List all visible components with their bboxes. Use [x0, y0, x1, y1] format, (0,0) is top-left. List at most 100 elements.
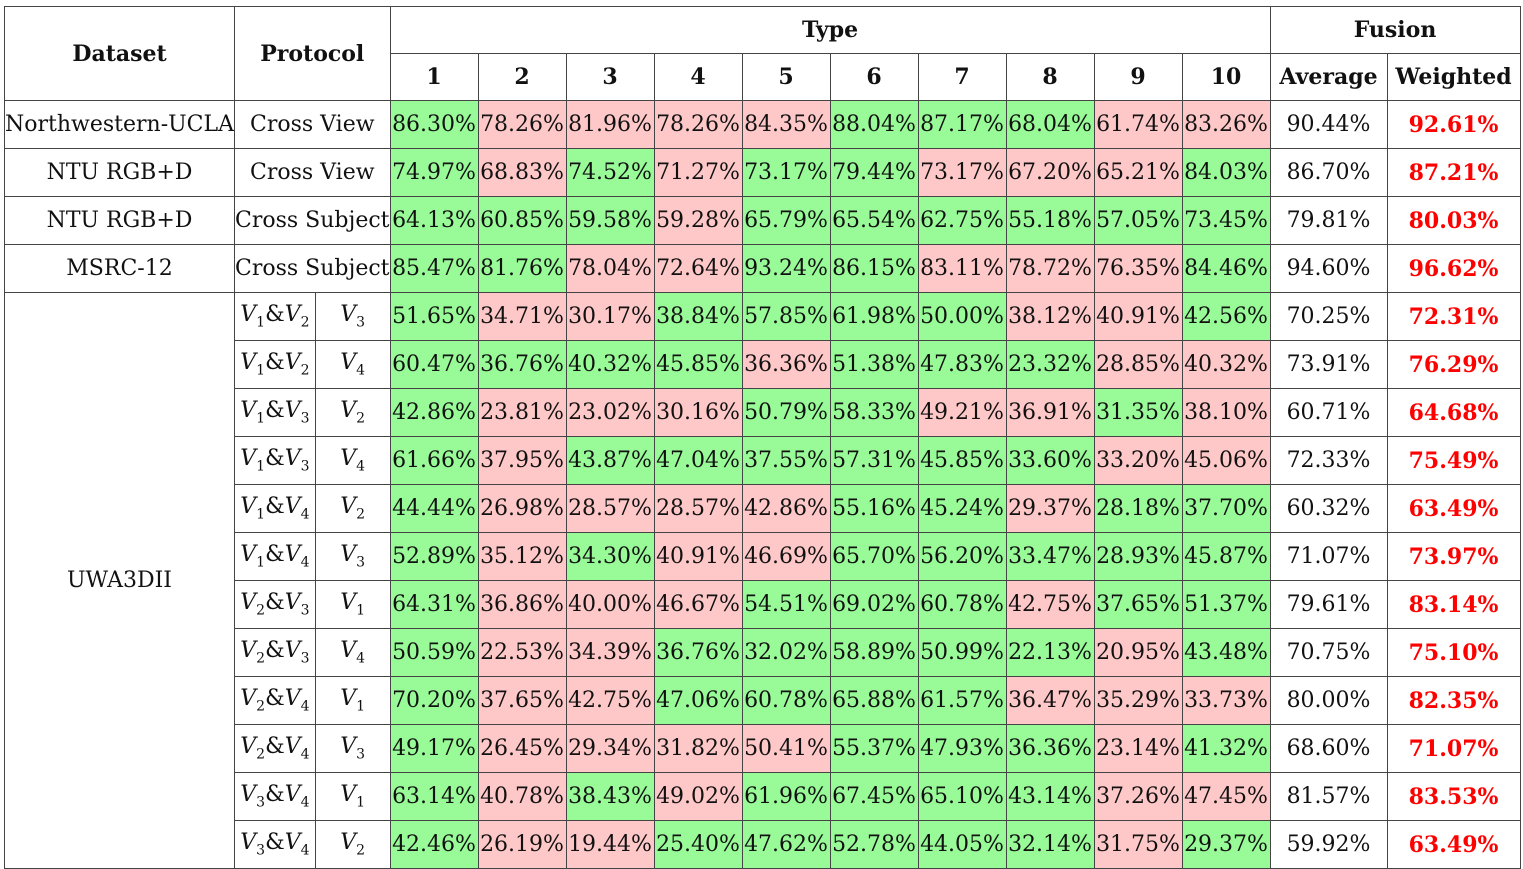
type-value-cell: 45.85%	[653, 340, 743, 389]
test-view-cell: V3	[314, 292, 391, 341]
weighted-cell: 72.31%	[1386, 292, 1521, 341]
dataset-cell: NTU RGB+D	[3, 148, 236, 197]
view-symbol: V1	[240, 302, 266, 331]
view-symbol: V3	[284, 590, 310, 619]
view-index: 3	[256, 842, 266, 859]
type-value-cell: 23.32%	[1005, 340, 1095, 389]
type-value-cell: 33.60%	[1005, 436, 1095, 485]
view-symbol: V4	[340, 350, 366, 379]
weighted-cell: 75.10%	[1386, 628, 1521, 677]
type-value-cell: 26.98%	[477, 484, 567, 533]
table-row: NTU RGB+D Cross Subject 64.13% 60.85% 59.58%…	[3, 196, 1521, 245]
type-value-cell: 40.78%	[477, 772, 567, 821]
view-symbol: V2	[240, 638, 266, 667]
type-value-cell: 36.47%	[1005, 676, 1095, 725]
type-value-cell: 22.13%	[1005, 628, 1095, 677]
type-value-cell: 55.18%	[1005, 196, 1095, 245]
average-cell: 68.60%	[1269, 724, 1388, 773]
type-col-header: 4	[653, 53, 743, 101]
type-value-cell: 26.19%	[477, 820, 567, 869]
type-value-cell: 78.04%	[565, 244, 655, 293]
view-index: 3	[356, 746, 366, 763]
type-value-cell: 25.40%	[653, 820, 743, 869]
type-value-cell: 69.02%	[829, 580, 919, 629]
type-value-cell: 74.97%	[389, 148, 479, 197]
type-value-cell: 40.00%	[565, 580, 655, 629]
average-cell: 86.70%	[1269, 148, 1388, 197]
view-index: 3	[300, 458, 310, 475]
type-value-cell: 56.20%	[917, 532, 1007, 581]
type-value-cell: 40.91%	[653, 532, 743, 581]
test-view-cell: V1	[314, 676, 391, 725]
view-symbol: V2	[240, 686, 266, 715]
table-row: V1&V3 V4 61.66% 37.95% 43.87% 47.04% 37.55% 57.…	[5, 436, 1521, 485]
type-value-cell: 55.16%	[829, 484, 919, 533]
type-value-cell: 60.85%	[477, 196, 567, 245]
type-value-cell: 81.96%	[565, 100, 655, 149]
view-index: 2	[300, 314, 310, 331]
view-index: 4	[356, 458, 366, 475]
ampersand: &	[265, 398, 285, 424]
type-value-cell: 28.57%	[565, 484, 655, 533]
type-value-cell: 23.02%	[565, 388, 655, 437]
average-cell: 81.57%	[1269, 772, 1388, 821]
view-index: 4	[356, 362, 366, 379]
type-value-cell: 49.17%	[389, 724, 479, 773]
type-value-cell: 33.73%	[1181, 676, 1271, 725]
weighted-cell: 82.35%	[1386, 676, 1521, 725]
average-cell: 72.33%	[1269, 436, 1388, 485]
type-value-cell: 79.44%	[829, 148, 919, 197]
table-row: V2&V4 V3 49.17% 26.45% 29.34% 31.82% 50.41% 55.…	[5, 724, 1521, 773]
type-value-cell: 83.26%	[1181, 100, 1271, 149]
type-header: Type	[389, 6, 1271, 54]
type-value-cell: 67.45%	[829, 772, 919, 821]
type-value-cell: 50.59%	[389, 628, 479, 677]
type-value-cell: 31.82%	[653, 724, 743, 773]
type-value-cell: 50.00%	[917, 292, 1007, 341]
ampersand: &	[265, 446, 285, 472]
type-value-cell: 57.05%	[1093, 196, 1183, 245]
type-value-cell: 30.16%	[653, 388, 743, 437]
type-value-cell: 58.33%	[829, 388, 919, 437]
type-value-cell: 61.96%	[741, 772, 831, 821]
view-symbol: V1	[240, 398, 266, 427]
type-value-cell: 73.45%	[1181, 196, 1271, 245]
table-row: V2&V3 V4 50.59% 22.53% 34.39% 36.76% 32.02% 58.…	[5, 628, 1521, 677]
weighted-header: Weighted	[1386, 53, 1521, 101]
ampersand: &	[265, 782, 285, 808]
type-value-cell: 64.31%	[389, 580, 479, 629]
protocol-cell: Cross View	[234, 100, 391, 149]
type-value-cell: 37.55%	[741, 436, 831, 485]
test-view-cell: V4	[314, 436, 391, 485]
view-symbol: V2	[340, 398, 366, 427]
dataset-cell: MSRC-12	[3, 244, 236, 293]
type-value-cell: 47.62%	[741, 820, 831, 869]
view-index: 1	[256, 314, 266, 331]
type-value-cell: 44.44%	[389, 484, 479, 533]
type-value-cell: 37.65%	[1093, 580, 1183, 629]
view-symbol: V4	[284, 542, 310, 571]
type-col-header: 6	[829, 53, 919, 101]
type-value-cell: 49.02%	[653, 772, 743, 821]
test-view-cell: V4	[314, 340, 391, 389]
average-cell: 60.32%	[1269, 484, 1388, 533]
view-symbol: V2	[284, 302, 310, 331]
weighted-cell: 83.53%	[1386, 772, 1521, 821]
type-value-cell: 35.29%	[1093, 676, 1183, 725]
view-symbol: V1	[240, 542, 266, 571]
results-table: Dataset Protocol Type Fusion 1 2 3 4 5 6…	[3, 6, 1521, 869]
view-index: 4	[300, 842, 310, 859]
type-value-cell: 86.30%	[389, 100, 479, 149]
type-value-cell: 93.24%	[741, 244, 831, 293]
type-value-cell: 73.17%	[917, 148, 1007, 197]
view-index: 3	[256, 794, 266, 811]
type-value-cell: 68.83%	[477, 148, 567, 197]
type-value-cell: 60.78%	[917, 580, 1007, 629]
type-value-cell: 87.17%	[917, 100, 1007, 149]
type-value-cell: 32.02%	[741, 628, 831, 677]
type-value-cell: 28.18%	[1093, 484, 1183, 533]
type-value-cell: 59.28%	[653, 196, 743, 245]
view-index: 4	[300, 746, 310, 763]
ampersand: &	[265, 350, 285, 376]
type-col-header: 7	[917, 53, 1007, 101]
